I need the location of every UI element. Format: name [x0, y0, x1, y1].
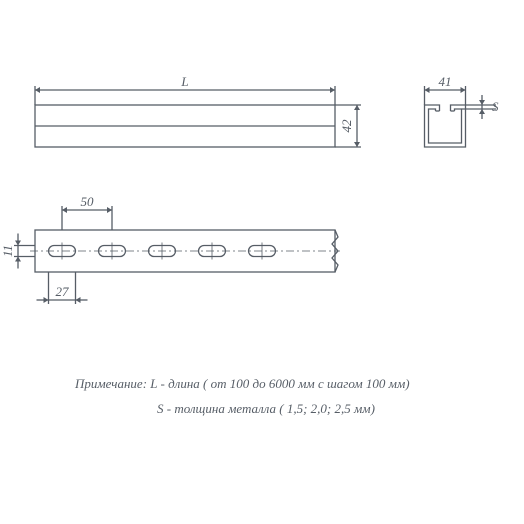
svg-text:27: 27	[56, 284, 70, 299]
notes-block: Примечание: L - длина ( от 100 до 6000 м…	[75, 372, 410, 421]
svg-text:42: 42	[339, 119, 354, 133]
svg-text:S: S	[492, 99, 499, 114]
svg-text:41: 41	[439, 74, 452, 89]
note-line-1: Примечание: L - длина ( от 100 до 6000 м…	[75, 372, 410, 397]
svg-text:L: L	[180, 74, 188, 89]
svg-text:50: 50	[81, 194, 95, 209]
engineering-drawing: L 42 41 S 50 27 11	[0, 0, 524, 524]
svg-text:11: 11	[0, 245, 15, 257]
note-line-2: S - толщина металла ( 1,5; 2,0; 2,5 мм)	[75, 397, 410, 422]
